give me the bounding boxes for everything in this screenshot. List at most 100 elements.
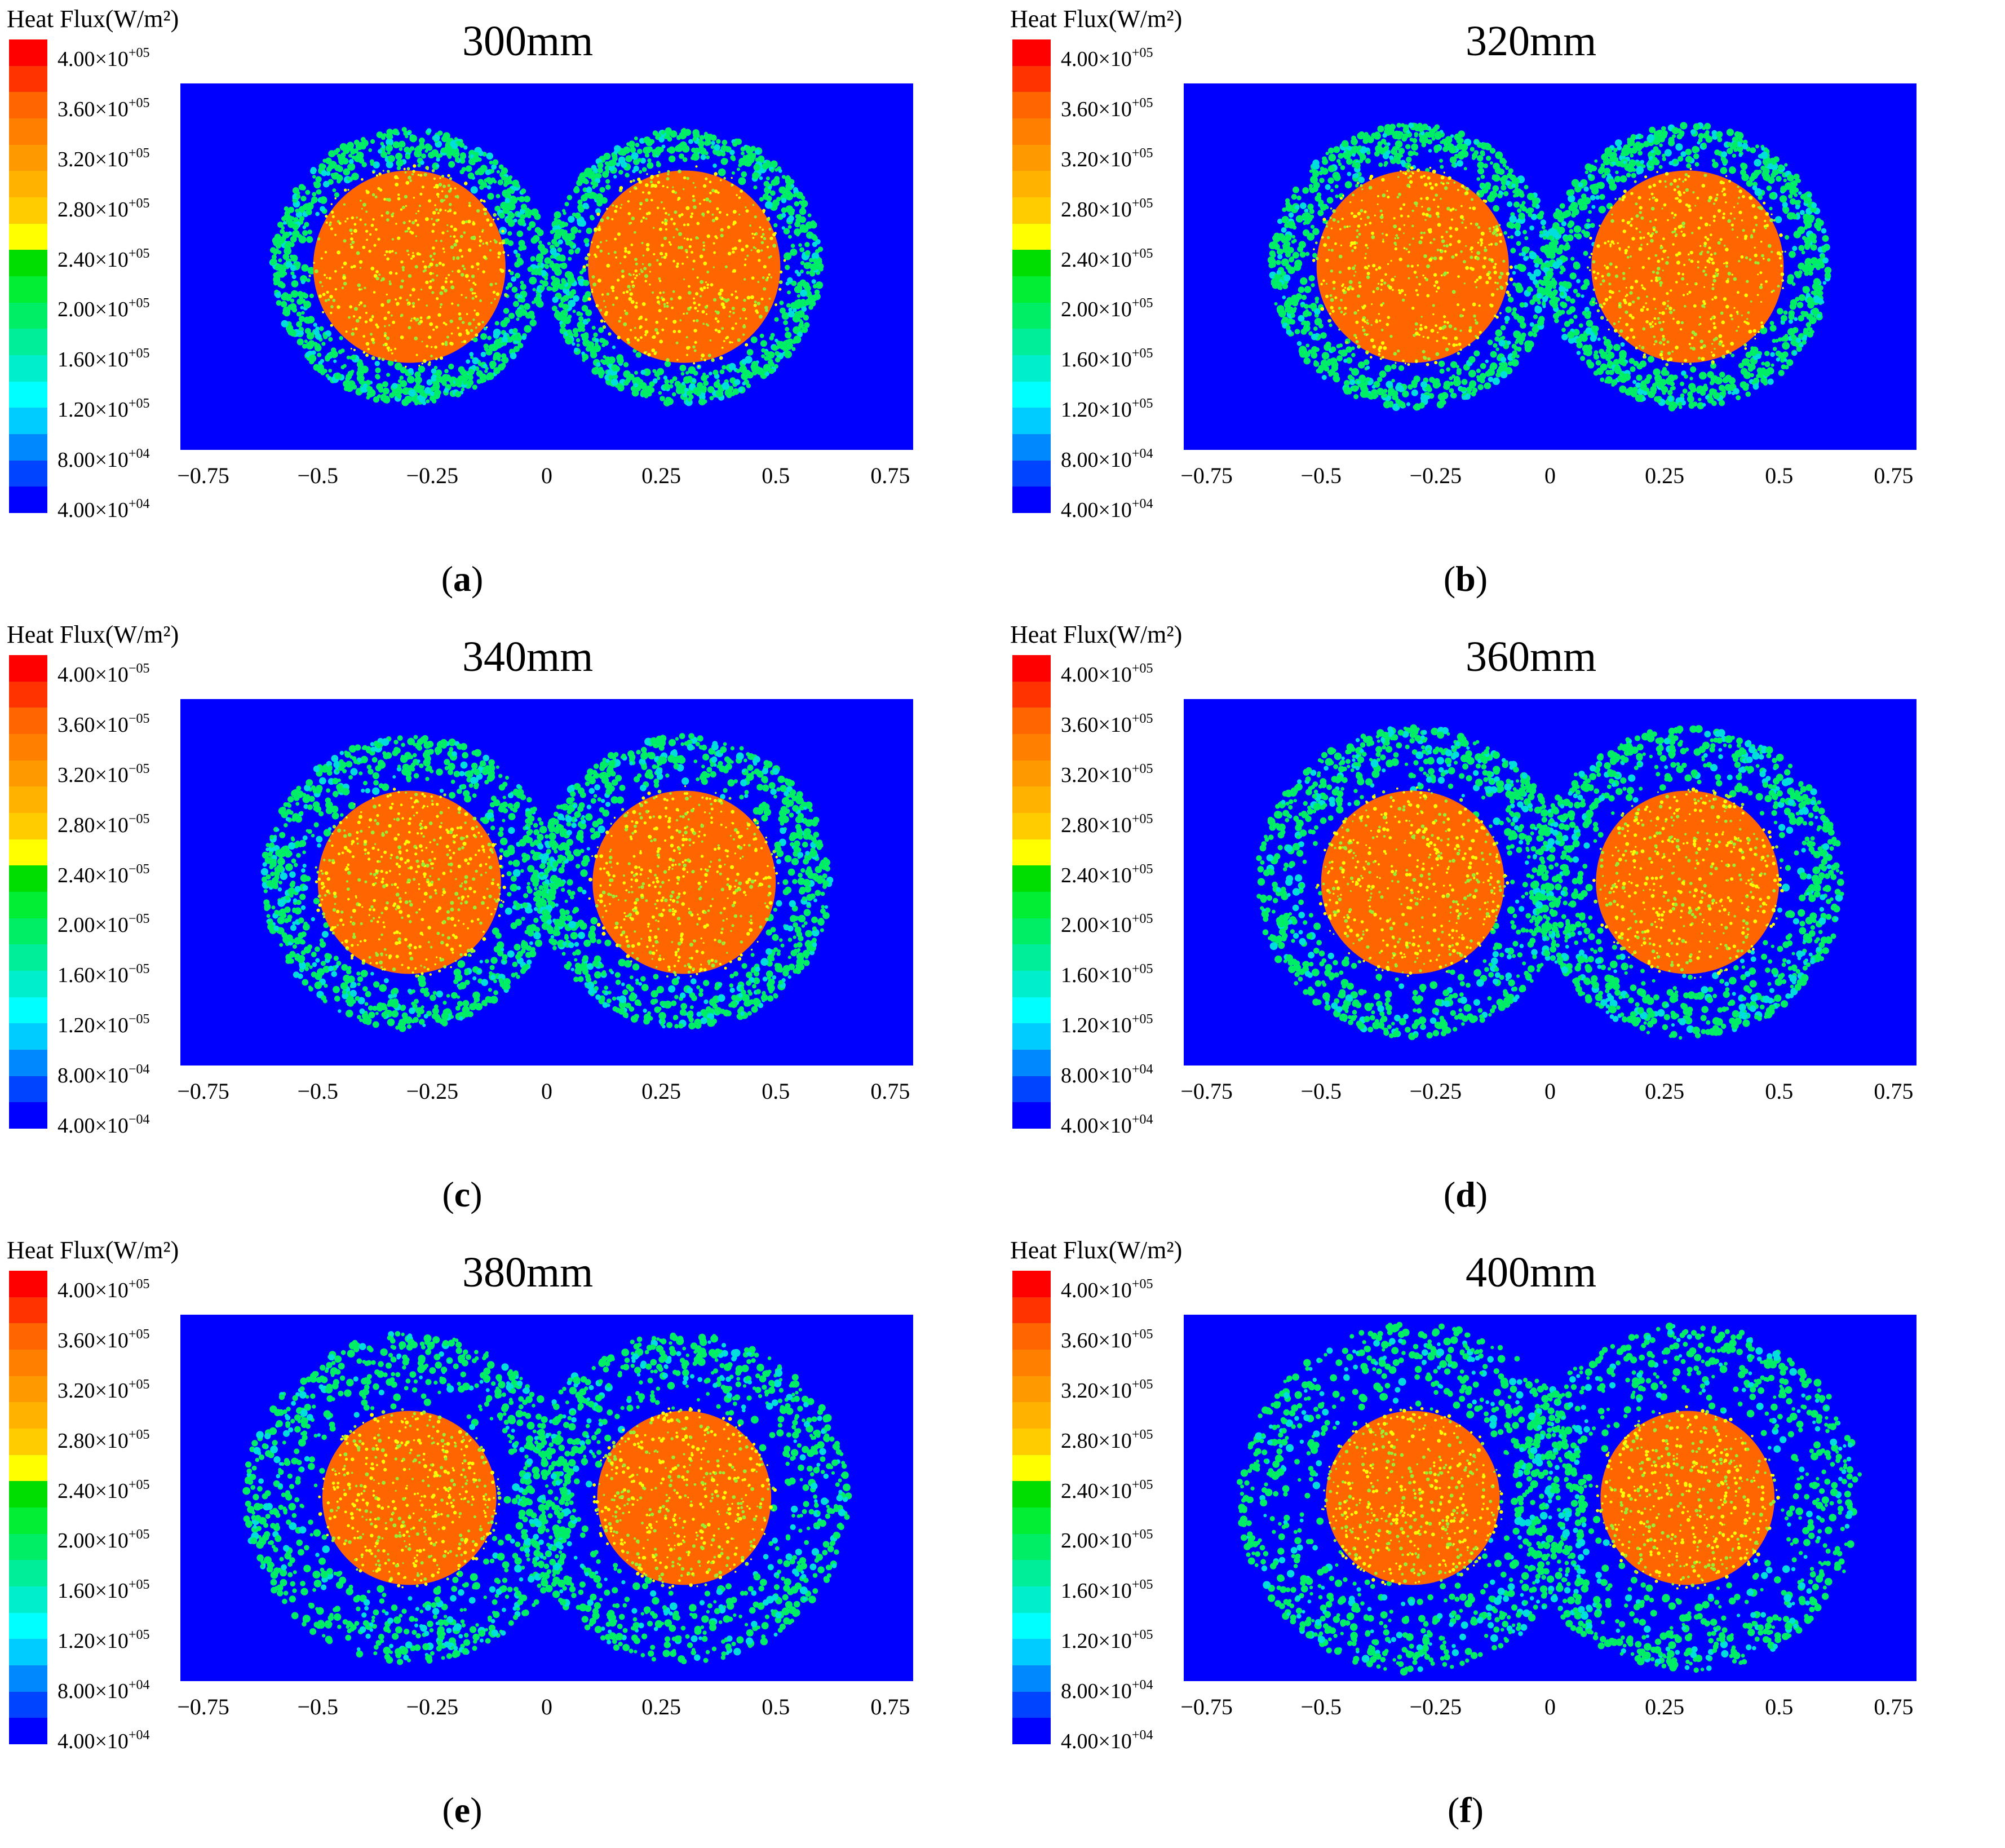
colorbar-segment	[9, 487, 47, 513]
colorbar-label: 4.00×10−04	[57, 1112, 150, 1138]
colorbar-segment	[1012, 839, 1051, 866]
colorbar-segment	[9, 302, 47, 329]
colorbar-segment	[1012, 1718, 1051, 1744]
x-tick-label: −0.75	[177, 1078, 229, 1104]
colorbar-segment	[9, 276, 47, 303]
colorbar-label: 1.20×10+05	[1061, 396, 1153, 422]
colorbar-label: 1.20×10+05	[1061, 1012, 1153, 1038]
colorbar-segment	[9, 1428, 47, 1455]
colorbar-segment	[1012, 1102, 1051, 1129]
chart-title: 300mm	[462, 17, 594, 65]
chart-title: 340mm	[462, 633, 594, 680]
panel-d: Heat Flux(W/m²) 4.00×10+05 3.60×10+05 3.20×…	[1003, 616, 1995, 1230]
colorbar-segment	[1012, 250, 1051, 276]
colorbar-segment	[9, 1271, 47, 1297]
heatmap-plot	[180, 699, 913, 1066]
colorbar-label: 2.80×10+05	[57, 1427, 150, 1453]
x-tick-label: −0.25	[1409, 463, 1462, 488]
colorbar-label: 1.20×10+05	[1061, 1628, 1153, 1654]
colorbar-segment	[1012, 1076, 1051, 1103]
colorbar-segment	[9, 1049, 47, 1076]
x-tick-label: −0.5	[297, 1694, 339, 1719]
x-tick-label: 0.5	[762, 1694, 790, 1719]
x-tick-label: 0.75	[870, 1078, 910, 1104]
panel-e: Heat Flux(W/m²) 4.00×10+05 3.60×10+05 3.20×…	[0, 1231, 992, 1846]
x-tick-label: 0.75	[1874, 1694, 1914, 1719]
colorbar-segment	[9, 655, 47, 682]
x-tick-label: −0.75	[1180, 1078, 1233, 1104]
panel-f: Heat Flux(W/m²) 4.00×10+05 3.60×10+05 3.20×…	[1003, 1231, 1995, 1846]
panel-caption: (e)	[442, 1790, 483, 1830]
core-spot-2	[588, 170, 781, 363]
spread-speckles	[242, 1331, 852, 1665]
x-tick-label: 0	[541, 463, 552, 488]
colorbar-label: 1.60×10+05	[1061, 346, 1153, 372]
colorbar-segment	[1012, 944, 1051, 971]
colorbar-segment	[1012, 355, 1051, 382]
colorbar-segment	[9, 460, 47, 487]
colorbar-label: 8.00×10+04	[1061, 446, 1153, 472]
colorbar-segment	[1012, 1507, 1051, 1534]
colorbar-label: 3.20×10+05	[57, 1377, 150, 1403]
x-tick-label: −0.75	[1180, 1694, 1233, 1719]
colorbar-segment	[9, 812, 47, 839]
colorbar-segment	[9, 1665, 47, 1692]
colorbar-segment	[1012, 708, 1051, 734]
chart-title: 400mm	[1466, 1249, 1597, 1296]
panel-a: Heat Flux(W/m²) 4.00×10+05 3.60×10+05 3.20×…	[0, 0, 992, 614]
heatmap-plot	[1184, 1315, 1917, 1681]
x-tick-label: 0.25	[1645, 463, 1685, 488]
colorbar-segment	[9, 786, 47, 813]
colorbar-label: 4.00×10+04	[1061, 1112, 1153, 1138]
colorbar-segment	[9, 92, 47, 118]
colorbar-segment	[9, 329, 47, 355]
colorbar-segment	[1012, 408, 1051, 434]
colorbar-segment	[1012, 812, 1051, 839]
legend-title: Heat Flux(W/m²)	[1010, 1236, 1183, 1264]
chart-title: 320mm	[1466, 17, 1597, 65]
colorbar-label: 1.20×10+05	[57, 396, 150, 422]
colorbar-segment	[1012, 1349, 1051, 1376]
colorbar-label: 3.20×10−05	[57, 761, 150, 787]
x-tick-label: −0.25	[406, 463, 459, 488]
colorbar-segment	[1012, 302, 1051, 329]
colorbar-segment	[9, 355, 47, 382]
colorbar-label: 3.20×10+05	[1061, 1377, 1153, 1403]
panel-caption: (d)	[1443, 1174, 1488, 1214]
heatmap-plot	[180, 83, 913, 450]
core-spot-1	[313, 170, 506, 363]
spread-speckles	[269, 127, 824, 406]
x-tick-label: 0.5	[1765, 463, 1794, 488]
colorbar	[9, 655, 47, 1129]
colorbar-label: 4.00×10+05	[57, 46, 150, 71]
panel-caption: (c)	[442, 1174, 483, 1214]
heatmap-plot	[1184, 83, 1917, 450]
x-tick-label: −0.75	[177, 1694, 229, 1719]
colorbar-label: 3.60×10+05	[57, 95, 150, 121]
colorbar-segment	[1012, 92, 1051, 118]
colorbar-segment	[9, 223, 47, 250]
colorbar-segment	[1012, 891, 1051, 918]
colorbar-label: 8.00×10+04	[57, 1678, 150, 1704]
legend-title: Heat Flux(W/m²)	[1010, 5, 1183, 33]
colorbar-segment	[9, 39, 47, 66]
x-tick-label: 0	[1544, 1078, 1556, 1104]
colorbar-label: 3.20×10+05	[1061, 761, 1153, 787]
colorbar-segment	[1012, 997, 1051, 1024]
colorbar-segment	[9, 760, 47, 787]
chart-title: 380mm	[462, 1249, 594, 1296]
colorbar-label: 2.40×10+05	[1061, 246, 1153, 272]
colorbar-segment	[1012, 1612, 1051, 1639]
colorbar-segment	[1012, 1560, 1051, 1586]
colorbar-segment	[9, 1718, 47, 1744]
panel-caption: (a)	[441, 559, 484, 599]
x-tick-label: 0	[541, 1078, 552, 1104]
colorbar-label: 2.40×10+05	[57, 1477, 150, 1503]
x-tick-label: −0.25	[1409, 1078, 1462, 1104]
core-spot-1	[1321, 790, 1504, 974]
colorbar-label: 4.00×10+04	[57, 497, 150, 522]
colorbar-segment	[1012, 1691, 1051, 1718]
colorbar-segment	[1012, 760, 1051, 787]
colorbar-segment	[1012, 65, 1051, 92]
colorbar-label: 4.00×10−05	[57, 661, 150, 687]
